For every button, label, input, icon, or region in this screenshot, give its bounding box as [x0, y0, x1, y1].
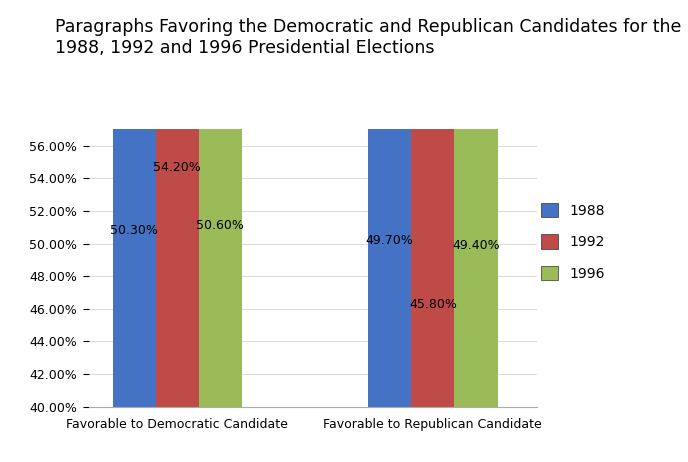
Legend: 1988, 1992, 1996: 1988, 1992, 1996: [536, 197, 610, 286]
Text: 50.60%: 50.60%: [197, 219, 244, 232]
Text: 49.70%: 49.70%: [366, 234, 413, 247]
Bar: [411, 0, 454, 407]
Text: 50.30%: 50.30%: [110, 225, 158, 237]
Text: 49.40%: 49.40%: [452, 239, 499, 252]
Text: 54.20%: 54.20%: [153, 161, 201, 174]
Bar: [199, 0, 242, 407]
Bar: [368, 0, 411, 407]
Bar: [155, 0, 199, 407]
Bar: [454, 0, 497, 407]
Text: Paragraphs Favoring the Democratic and Republican Candidates for the
1988, 1992 : Paragraphs Favoring the Democratic and R…: [55, 18, 681, 57]
Bar: [113, 0, 155, 407]
Text: 45.80%: 45.80%: [409, 298, 457, 310]
